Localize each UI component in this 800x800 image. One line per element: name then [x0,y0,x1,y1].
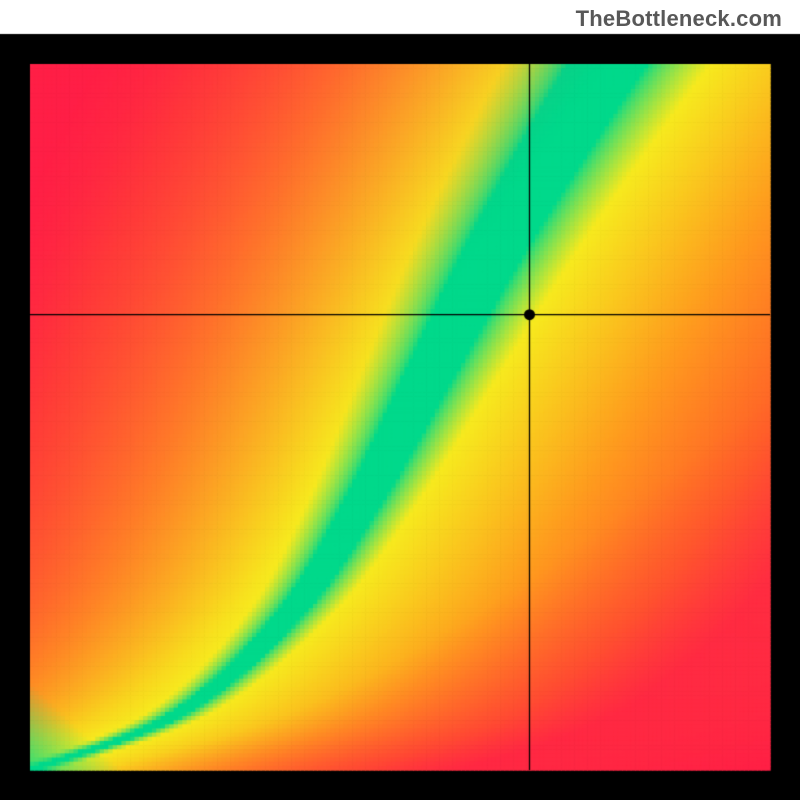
watermark-text: TheBottleneck.com [576,6,782,32]
bottleneck-heatmap [0,0,800,800]
chart-container: TheBottleneck.com [0,0,800,800]
